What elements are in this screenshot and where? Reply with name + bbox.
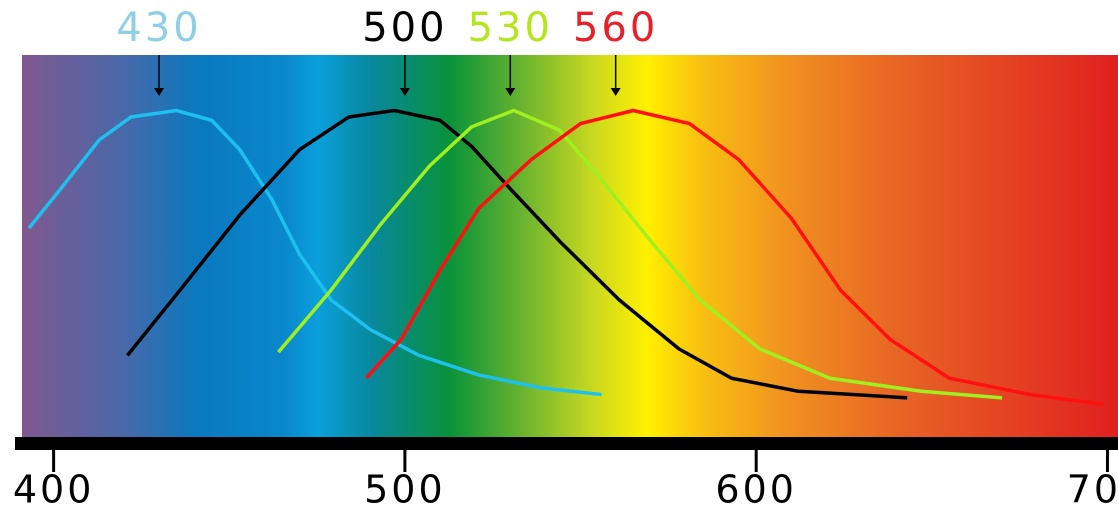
x-tick-label: 500 bbox=[364, 468, 446, 507]
peak-arrowhead bbox=[610, 88, 621, 96]
x-tick-label: 400 bbox=[13, 468, 95, 507]
peak-arrowhead bbox=[505, 88, 516, 96]
sensitivity-curve bbox=[277, 108, 1003, 400]
x-axis-bar bbox=[15, 437, 1118, 450]
x-tick-label: 600 bbox=[715, 468, 797, 507]
peak-label: 430 bbox=[116, 5, 201, 51]
sensitivity-curve bbox=[126, 108, 908, 400]
peak-label: 500 bbox=[362, 5, 447, 51]
x-tick-label: 700 bbox=[1067, 468, 1118, 507]
peak-label: 530 bbox=[468, 5, 553, 51]
peak-arrowhead bbox=[154, 88, 164, 96]
peak-arrowhead bbox=[399, 88, 410, 96]
peak-label: 560 bbox=[573, 5, 658, 51]
sensitivity-curve bbox=[27, 108, 602, 397]
sensitivity-curve bbox=[364, 108, 1105, 407]
